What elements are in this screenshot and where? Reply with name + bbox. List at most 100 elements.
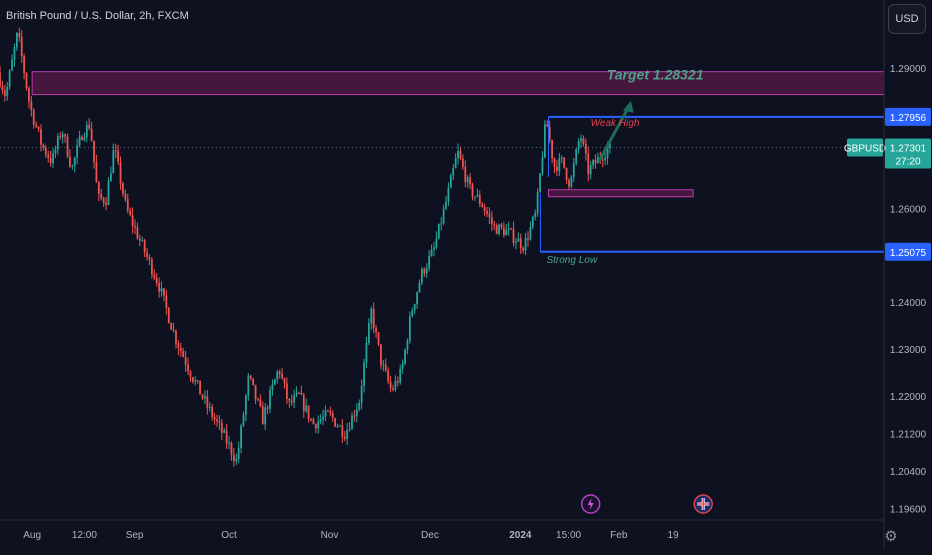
candle-body [363,362,365,386]
candle-body [307,405,310,420]
candle-body [122,183,124,194]
candle-body [461,158,464,167]
candle-body [69,156,71,167]
candle-body [447,187,450,202]
candle-body [505,229,508,236]
candle-body [396,381,399,383]
candle-body [401,363,404,369]
candle-body [421,268,423,283]
candle-body [264,407,267,425]
candle-body [377,332,380,345]
symbol-tag[interactable]: GBPUSD [844,144,886,155]
candle-body [150,259,153,275]
candle-body [425,267,428,274]
candle-body [155,277,158,284]
candle-body [404,349,406,364]
candle-body [541,157,544,174]
candle-body [254,384,257,399]
candle-body [228,443,230,445]
candle-body [40,129,42,145]
candle-body [367,323,370,343]
candle-body [310,419,312,421]
candle-body [416,292,418,305]
candle-body [225,430,228,444]
candle-body [124,193,127,200]
gear-icon[interactable]: ⚙ [884,528,898,545]
x-tick-label: 19 [667,530,679,541]
candle-body [548,126,551,140]
candle-body [138,238,141,241]
candle-body [394,381,397,390]
candle-body [437,223,440,239]
candle-body [117,150,120,162]
demand-zone[interactable] [547,189,694,198]
candle-body [30,101,33,110]
target-zone[interactable] [31,71,885,96]
candle-body [160,288,163,292]
candle-body [71,165,74,167]
candle-body [187,364,189,372]
candle-body [78,136,81,146]
lightning-glyph [587,498,594,510]
candle-body [153,274,156,278]
candle-body [290,400,293,403]
candle-body [194,380,197,382]
candle-body [351,415,353,430]
candle-body [189,371,192,378]
candle-body [266,407,269,409]
candle-body [146,252,148,257]
candle-body [474,196,476,198]
currency-button[interactable]: USD [888,4,926,34]
candle-body [305,405,308,412]
candle-body [278,371,281,375]
candle-body [423,268,426,274]
candle-body [302,394,305,412]
candle-body [563,157,566,168]
candle-body [399,368,402,383]
candle-body [592,160,594,166]
candle-body [512,228,515,243]
candle-body [360,385,363,403]
symbol-tag-bg [847,138,883,157]
candle-body [3,90,6,96]
candle-body [387,370,390,382]
candle-body [281,374,283,379]
candle-body [32,109,35,125]
candle-body [329,411,332,414]
candle-body [370,308,373,324]
candle-body [384,364,387,371]
candle-body [295,392,298,396]
candle-body [334,418,337,427]
candle-body [452,168,455,176]
candle-body [141,240,144,242]
y-tick-label: 1.22000 [890,392,927,403]
candle-body [66,136,69,157]
candle-body [25,73,28,89]
candle-body [326,410,329,412]
candle-body [177,343,180,348]
y-tick-label: 1.20400 [890,467,927,478]
candle-body [519,238,522,249]
candle-body [172,329,175,332]
current-price-label: 1.27301 [890,144,927,155]
weak-high-label: Weak High [591,118,640,129]
candle-body [601,159,604,161]
candle-body [339,425,341,427]
candle-body [442,208,445,224]
candle-body [129,210,132,215]
candle-body [93,140,95,162]
candle-body [191,377,194,382]
candle-body [312,419,315,424]
candle-body [76,145,79,158]
candle-body [418,282,421,293]
candle-body [580,138,582,142]
candle-body [322,416,324,420]
candle-body [582,138,585,144]
candle-body [23,55,26,74]
candle-body [575,149,578,164]
candle-body [543,124,546,158]
candle-body [570,176,573,187]
candle-body [184,356,187,365]
